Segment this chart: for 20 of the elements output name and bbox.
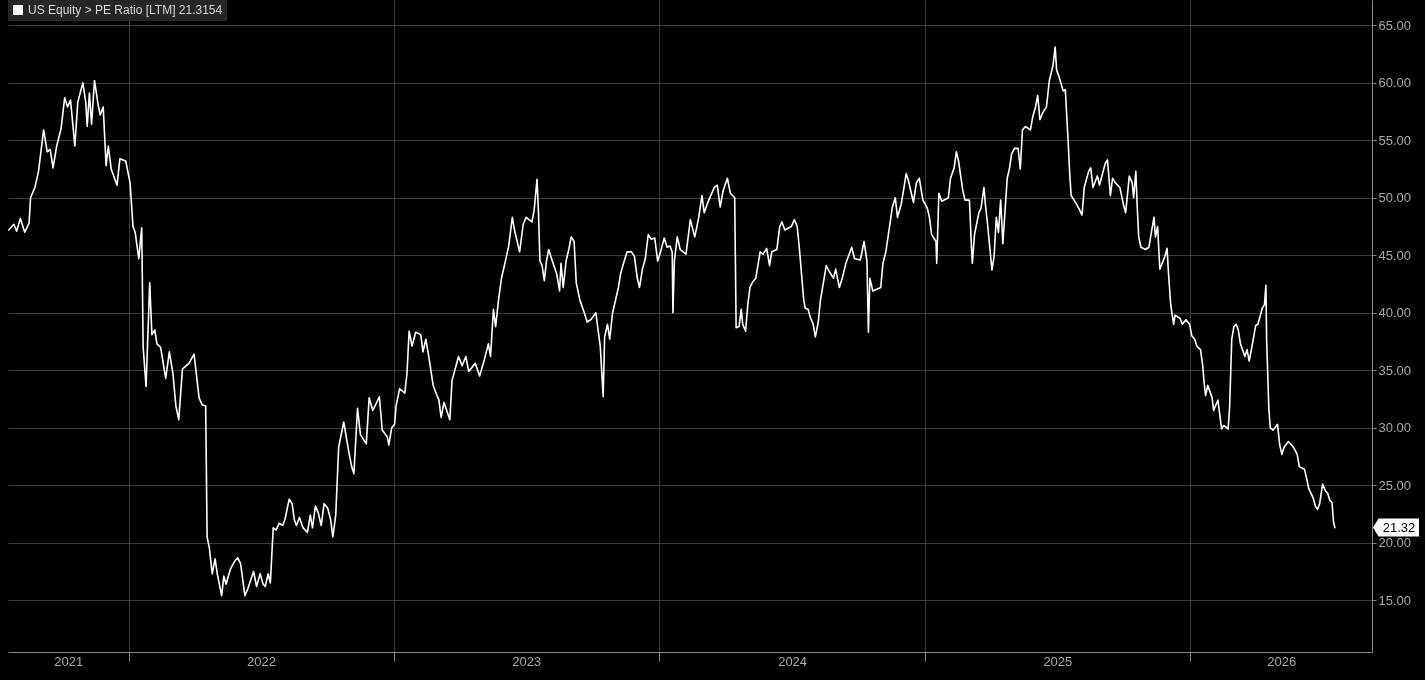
x-tick-label: 2023 bbox=[512, 653, 542, 669]
legend-label: US Equity > PE Ratio [LTM] 21.3154 bbox=[28, 3, 223, 17]
text: 21.32 bbox=[1382, 519, 1416, 535]
x-tick-label: 2021 bbox=[54, 653, 84, 669]
y-tick-label: 65.00 bbox=[1378, 17, 1412, 33]
y-tick-label: 25.00 bbox=[1378, 477, 1412, 493]
x-tick-label: 2026 bbox=[1267, 653, 1297, 669]
y-tick-label: 35.00 bbox=[1378, 362, 1412, 378]
y-tick-label: 20.00 bbox=[1378, 535, 1412, 551]
x-tick-label: 2024 bbox=[778, 653, 808, 669]
y-tick-label: 50.00 bbox=[1378, 190, 1412, 206]
y-tick-label: 45.00 bbox=[1378, 247, 1412, 263]
y-tick-label: 55.00 bbox=[1378, 132, 1412, 148]
y-tick-label: 30.00 bbox=[1378, 420, 1412, 436]
y-tick-label: 15.00 bbox=[1378, 592, 1412, 608]
x-tick-label: 2025 bbox=[1043, 653, 1073, 669]
line-series bbox=[8, 46, 1336, 597]
x-tick-label: 2022 bbox=[246, 653, 276, 669]
y-tick-label: 40.00 bbox=[1378, 305, 1412, 321]
y-tick-label: 60.00 bbox=[1378, 75, 1412, 91]
